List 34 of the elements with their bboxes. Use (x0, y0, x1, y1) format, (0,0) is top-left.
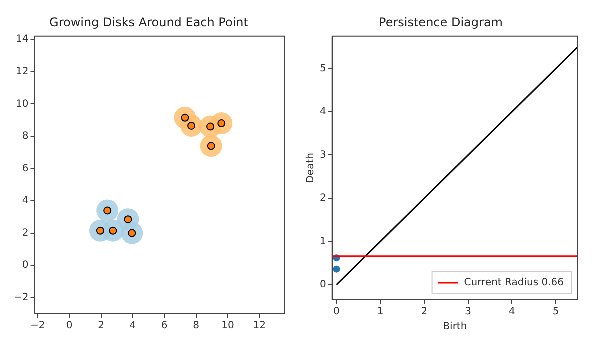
legend-label: Current Radius 0.66 (464, 278, 564, 289)
x-tick-label: 0 (66, 320, 73, 332)
x-tick-label: 12 (253, 320, 266, 332)
y-tick-label: 12 (16, 66, 29, 78)
y-tick-label: 1 (320, 236, 326, 248)
y-tick-label: 2 (22, 228, 29, 239)
chart-title: Growing Disks Around Each Point (50, 15, 249, 30)
x-tick-label: 8 (193, 320, 200, 332)
x-tick-label: 3 (465, 306, 472, 318)
y-tick-label: 0 (320, 279, 326, 290)
x-tick-label: 4 (509, 306, 516, 318)
y-tick-label: 6 (22, 163, 29, 174)
y-tick-label: 8 (22, 131, 29, 142)
y-tick-label: 5 (320, 63, 326, 74)
y-tick-label: 4 (320, 106, 326, 118)
y-tick-label: 3 (320, 150, 326, 161)
y-tick-label: 10 (16, 98, 29, 110)
x-tick-label: 10 (222, 320, 234, 332)
y-tick-label: 4 (22, 196, 29, 207)
x-tick-label: −2 (30, 320, 46, 332)
x-tick-label: 2 (421, 306, 428, 318)
x-tick-label: 6 (161, 320, 168, 332)
y-tick-label: 0 (22, 260, 29, 272)
x-tick-label: 0 (334, 306, 340, 318)
y-tick-label: −2 (14, 292, 29, 304)
chart-title: Persistence Diagram (379, 15, 503, 30)
y-axis-title: Death (306, 153, 317, 184)
x-tick-label: 5 (552, 306, 560, 318)
x-tick-label: 2 (98, 320, 104, 332)
y-tick-label: 2 (320, 193, 326, 204)
x-tick-label: 1 (377, 306, 384, 318)
x-tick-label: 4 (130, 320, 136, 332)
x-axis-title: Birth (443, 322, 468, 333)
y-tick-label: 14 (16, 34, 29, 46)
